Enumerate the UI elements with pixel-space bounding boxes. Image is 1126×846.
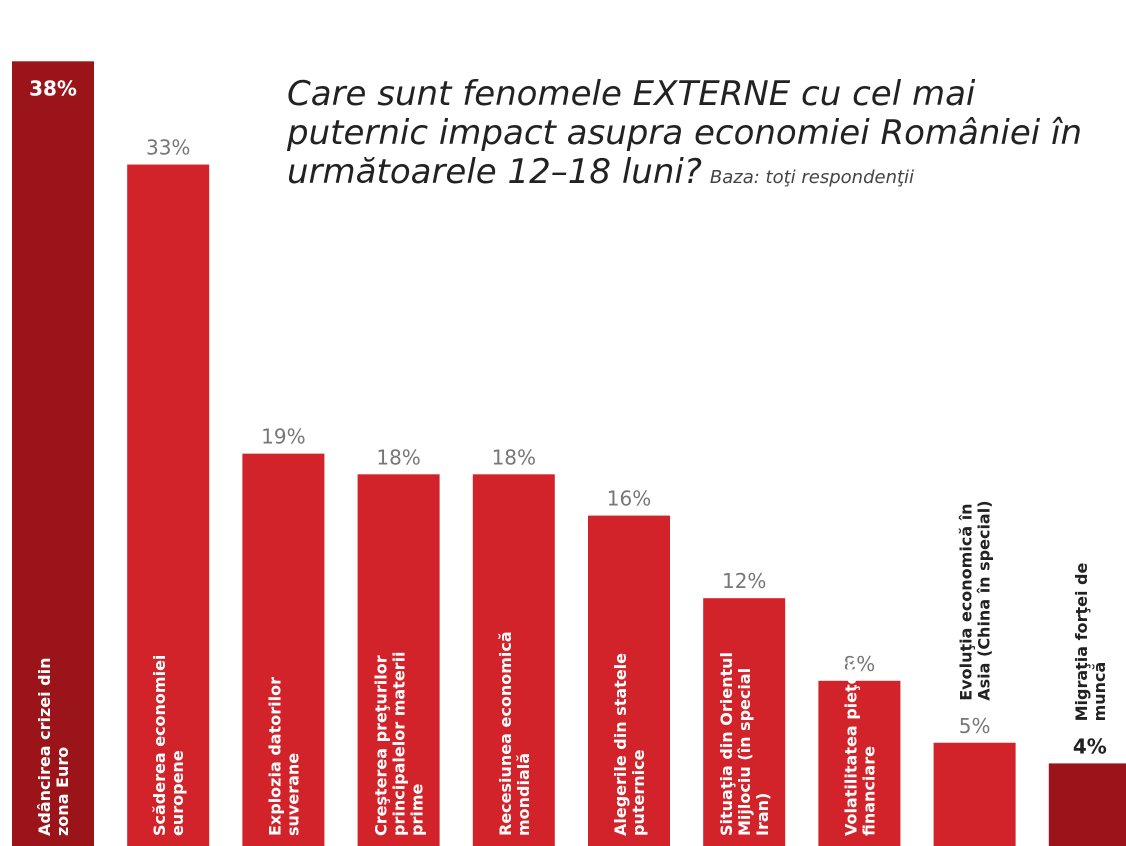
bar xyxy=(127,164,210,846)
category-label: Evoluţia economică înAsia (China în spec… xyxy=(957,500,994,700)
value-label: 4% xyxy=(1073,734,1107,758)
value-label: 8% xyxy=(844,652,876,676)
category-label: Creşterea preţurilorprincipalelor materi… xyxy=(372,651,427,836)
bar xyxy=(588,515,670,846)
value-label: 12% xyxy=(722,569,766,593)
subtitle: Baza: toţi respondenţii xyxy=(710,167,914,188)
category-label: Scăderea economieieuropene xyxy=(150,655,187,836)
bar xyxy=(472,474,555,846)
bar xyxy=(818,680,901,846)
bar xyxy=(357,474,440,846)
value-label: 18% xyxy=(376,445,420,469)
value-label: 18% xyxy=(492,445,536,469)
value-label: 5% xyxy=(959,714,991,738)
chart-title: Care sunt fenomele EXTERNE cu cel mai put… xyxy=(286,74,1082,192)
category-label: Adâncirea crizei dinzona Euro xyxy=(35,657,72,836)
bar xyxy=(12,61,94,846)
category-label: Recesiunea economicămondială xyxy=(496,631,533,836)
value-label: 19% xyxy=(261,425,305,449)
bar xyxy=(933,742,1016,846)
category-label: Situaţia din OrientulMijlociu (în specia… xyxy=(717,652,772,836)
bar xyxy=(703,598,786,846)
value-label: 38% xyxy=(29,76,77,100)
category-label: Volatilitatea pieţelorfinanciare xyxy=(841,649,878,836)
bar xyxy=(1048,763,1126,846)
category-label: Alegerile din stateleputernice xyxy=(611,653,648,836)
category-label: Migraţia forţei demuncă xyxy=(1072,563,1109,722)
value-label: 33% xyxy=(146,136,190,160)
value-label: 16% xyxy=(607,487,651,511)
bar xyxy=(242,453,325,846)
category-label: Explozia datorilorsuverane xyxy=(265,677,302,836)
